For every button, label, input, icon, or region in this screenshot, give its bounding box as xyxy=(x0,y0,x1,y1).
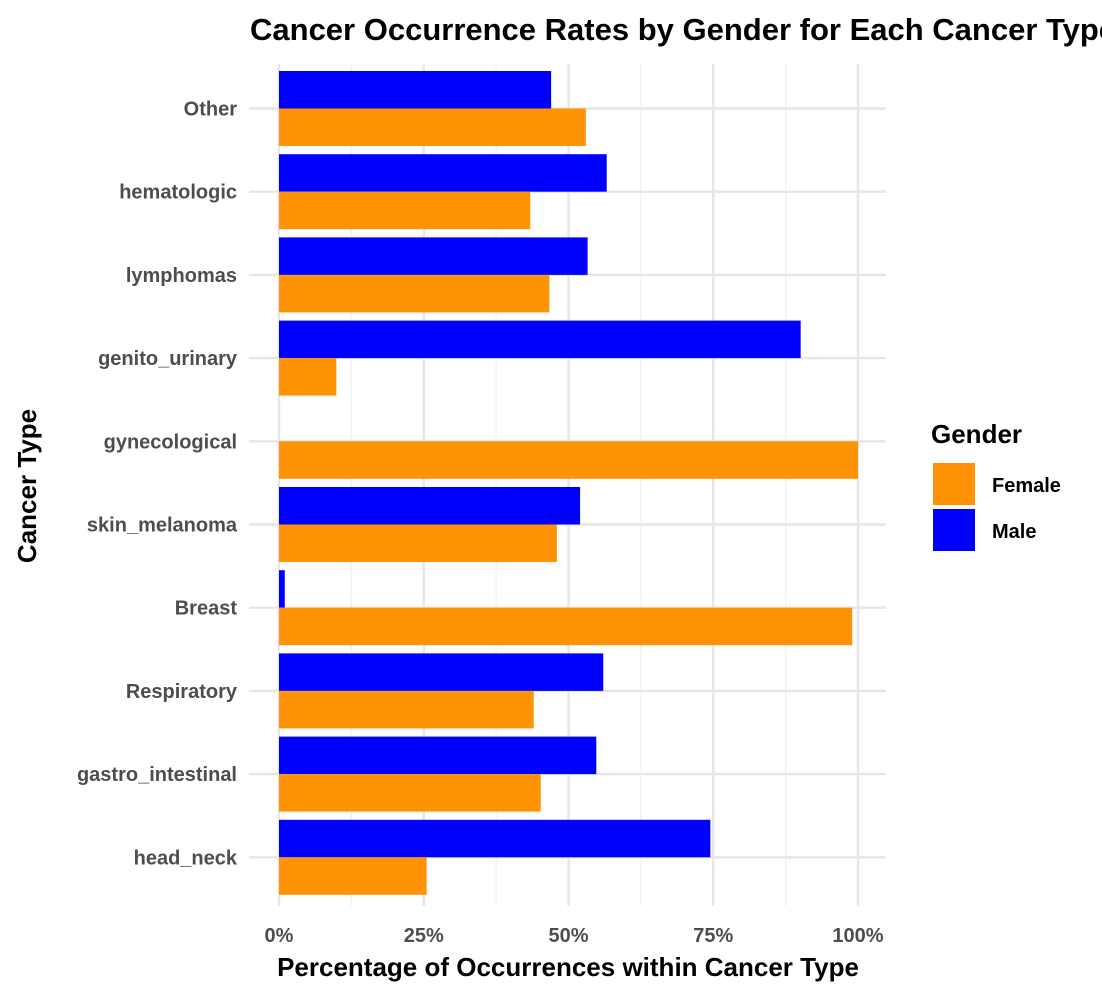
y-axis-tick-labels: Other hematologic lymphomas genito_urinaryg… xyxy=(77,99,238,870)
y-tick-label-breast: Breast xyxy=(175,598,238,620)
y-tick-label-respiratory: Respiratory xyxy=(126,681,238,703)
x-tick-label: 0% xyxy=(265,925,294,947)
legend-swatch-female xyxy=(933,463,975,505)
bar-female-breast xyxy=(279,608,852,646)
bar-male-hematologic xyxy=(279,154,607,192)
legend-label-female: Female xyxy=(992,475,1061,497)
y-tick-label-hematologic: hematologic xyxy=(119,182,237,204)
x-tick-label: 25% xyxy=(404,925,444,947)
legend: Gender Female Male xyxy=(931,419,1061,551)
chart-title: Cancer Occurrence Rates by Gender for Ea… xyxy=(250,12,1102,47)
y-tick-label-lymphomas: lymphomas xyxy=(126,265,237,287)
bar-female-gastro-intestinal xyxy=(279,774,541,812)
bar-female-genito-urinary xyxy=(279,358,336,396)
bar-female-skin-melanoma xyxy=(279,525,557,563)
x-tick-label: 50% xyxy=(548,925,588,947)
bar-male-genito-urinary xyxy=(279,321,801,359)
legend-swatch-male xyxy=(933,509,975,551)
bar-male-head-neck xyxy=(279,820,710,858)
legend-label-male: Male xyxy=(992,521,1036,543)
y-tick-label-gastro-intestinal: gastro_intestinal xyxy=(77,764,237,786)
x-tick-label: 75% xyxy=(693,925,733,947)
bar-male-other xyxy=(279,71,551,109)
y-tick-label-genito-urinary: genito_urinary xyxy=(98,348,238,370)
bar-female-lymphomas xyxy=(279,275,549,313)
bar-female-head-neck xyxy=(279,857,427,895)
x-axis-tick-labels: 0% 25% 50% 75% 100% xyxy=(265,925,884,947)
y-axis-title: Cancer Type xyxy=(12,409,42,563)
y-tick-label-gynecological: gynecological xyxy=(104,431,237,453)
bar-female-respiratory xyxy=(279,691,534,729)
x-tick-label: 100% xyxy=(832,925,883,947)
bar-male-gastro-intestinal xyxy=(279,737,596,775)
bar-male-lymphomas xyxy=(279,237,588,275)
bar-male-breast xyxy=(279,570,285,608)
x-axis-title: Percentage of Occurrences within Cancer … xyxy=(277,952,859,982)
bar-female-other xyxy=(279,109,586,147)
y-tick-label-head-neck: head_neck xyxy=(134,847,238,869)
bar-male-respiratory xyxy=(279,653,603,691)
bar-female-gynecological xyxy=(279,441,858,479)
y-tick-label-skin-melanoma: skin_melanoma xyxy=(87,515,238,537)
y-tick-label-other: Other xyxy=(184,99,238,121)
legend-title: Gender xyxy=(931,419,1022,449)
bar-male-skin-melanoma xyxy=(279,487,580,525)
bar-female-hematologic xyxy=(279,192,530,230)
